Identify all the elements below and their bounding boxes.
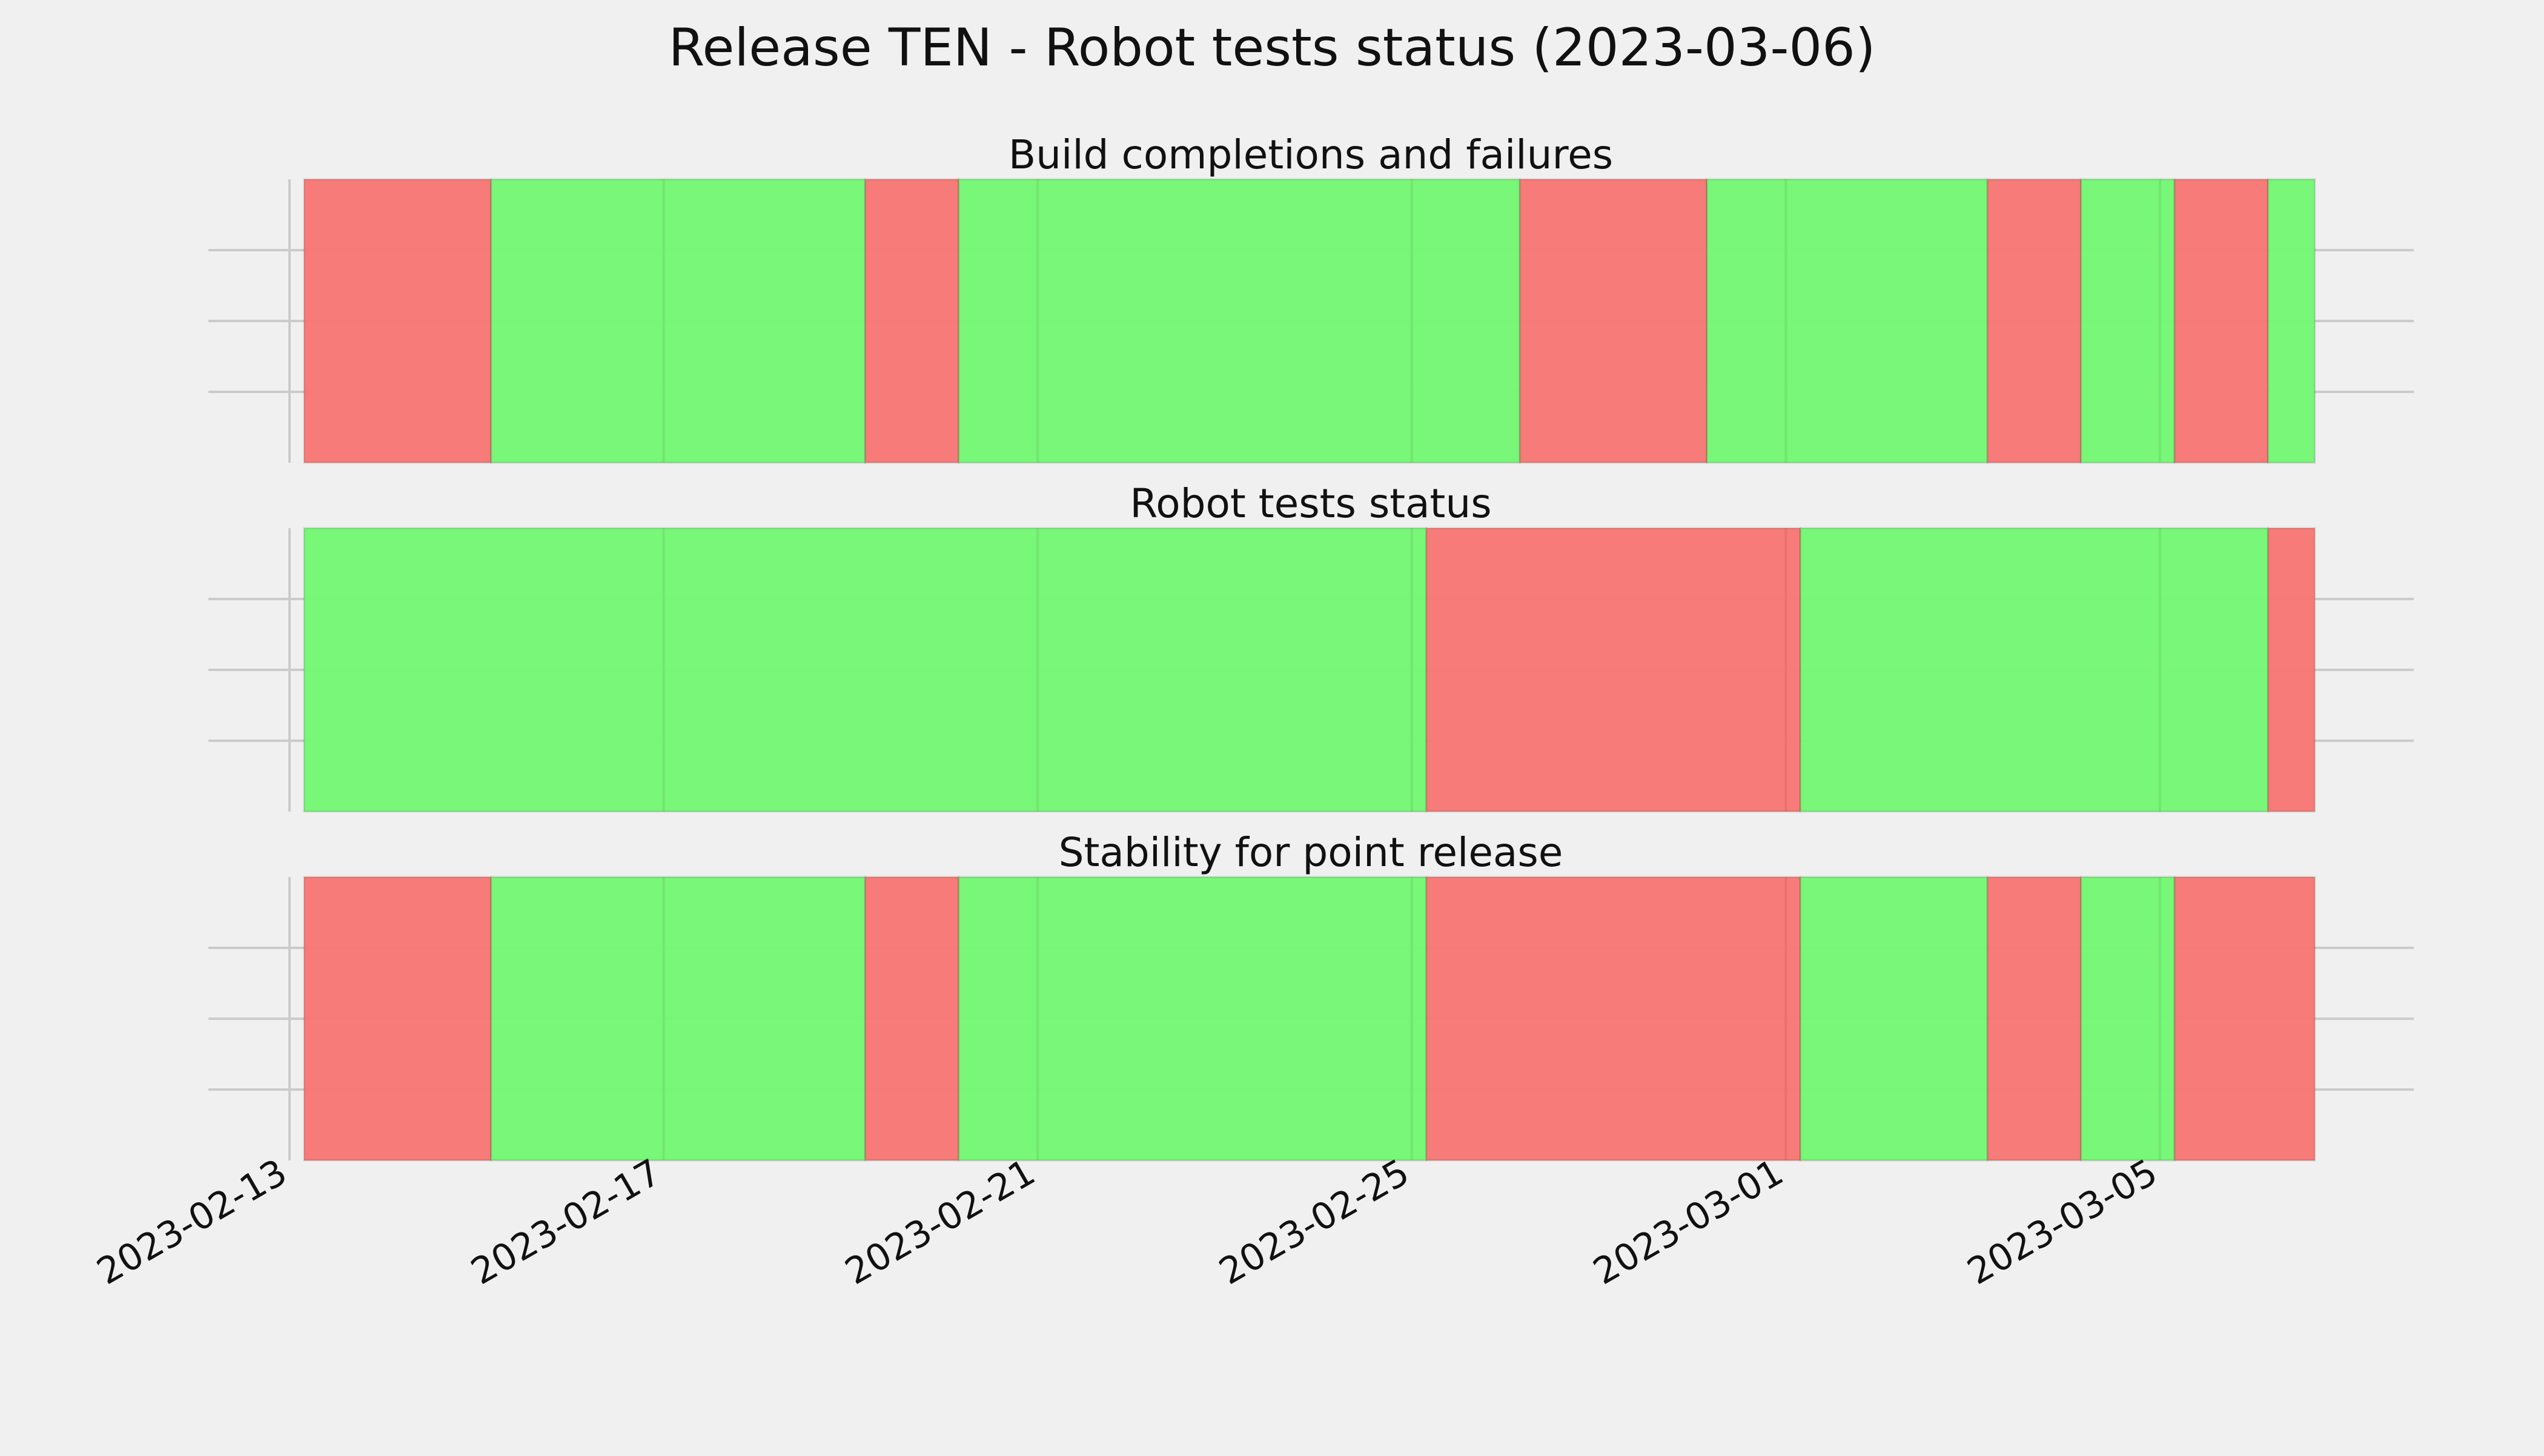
x-tick-label: 2023-02-21 [838,1151,1042,1293]
panel-title: Stability for point release [1059,829,1563,876]
status-span-fail [864,876,960,1162]
x-tick-label: 2023-02-13 [90,1151,294,1293]
status-span-fail [1425,527,1801,813]
status-span-fail [1519,178,1708,464]
status-span-pass [490,876,866,1162]
status-span-fail [1425,876,1801,1162]
status-span-pass [303,527,1428,813]
status-span-pass [490,178,866,464]
status-span-fail [2173,876,2316,1162]
status-span-fail [864,178,960,464]
status-span-pass [958,178,1521,464]
x-tick-label: 2023-02-17 [464,1151,668,1293]
status-span-fail [1986,876,2082,1162]
panel-title: Robot tests status [1130,480,1491,527]
status-span-fail [2173,178,2269,464]
status-span-pass [1706,178,1989,464]
status-span-fail [303,178,492,464]
x-tick-label: 2023-03-01 [1586,1151,1790,1293]
x-tick-label: 2023-02-25 [1212,1151,1416,1293]
status-span-fail [2267,527,2316,813]
status-span-fail [1986,178,2082,464]
status-span-fail [303,876,492,1162]
x-tick-label: 2023-03-05 [1961,1151,2165,1293]
status-span-pass [1799,876,1989,1162]
status-span-pass [1799,527,2269,813]
status-span-pass [2267,178,2316,464]
panel-title: Build completions and failures [1009,131,1613,178]
chart-title: Release TEN - Robot tests status (2023-0… [669,18,1876,78]
status-span-pass [958,876,1428,1162]
